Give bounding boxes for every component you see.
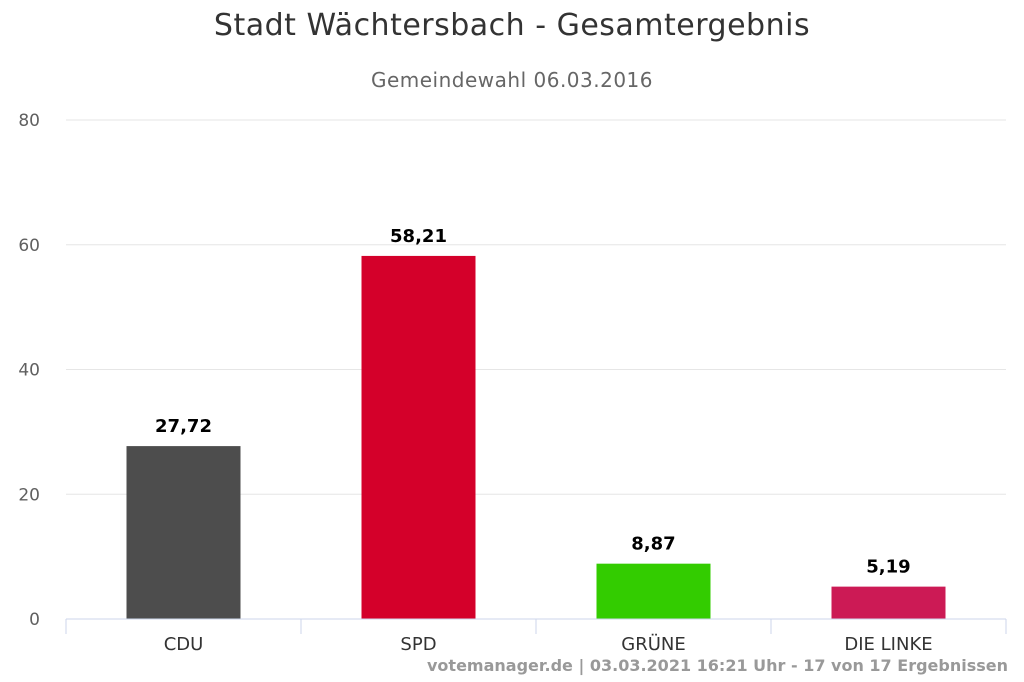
bar-die-linke[interactable]	[831, 586, 946, 619]
x-axis	[65, 618, 1007, 634]
data-label: 8,87	[631, 534, 675, 555]
bar-gr-ne[interactable]	[596, 563, 711, 619]
data-label: 58,21	[390, 226, 447, 247]
y-axis-ticks: 0 20 40 60 80	[18, 111, 40, 630]
x-category-label: SPD	[400, 634, 436, 655]
chart-title: Stadt Wächtersbach - Gesamtergebnis	[213, 8, 811, 43]
bar-spd[interactable]	[361, 255, 476, 619]
data-labels: 27,72 58,21 8,87 5,19	[155, 226, 911, 578]
y-tick-label: 20	[18, 485, 40, 505]
y-tick-label: 60	[18, 236, 40, 256]
data-label: 27,72	[155, 416, 212, 437]
category-labels: CDU SPD GRÜNE DIE LINKE	[164, 633, 933, 655]
bars	[126, 255, 946, 619]
x-category-label: DIE LINKE	[844, 634, 932, 655]
y-tick-label: 40	[18, 361, 40, 381]
credits-link[interactable]: votemanager.de | 03.03.2021 16:21 Uhr - …	[427, 656, 1008, 675]
data-label: 5,19	[866, 557, 910, 578]
y-tick-label: 80	[18, 111, 40, 131]
x-category-label: CDU	[164, 634, 204, 655]
bar-cdu[interactable]	[126, 446, 241, 619]
gridlines	[66, 119, 1006, 495]
y-tick-label: 0	[29, 610, 40, 630]
chart-subtitle: Gemeindewahl 06.03.2016	[370, 68, 654, 92]
x-category-label: GRÜNE	[621, 633, 685, 655]
